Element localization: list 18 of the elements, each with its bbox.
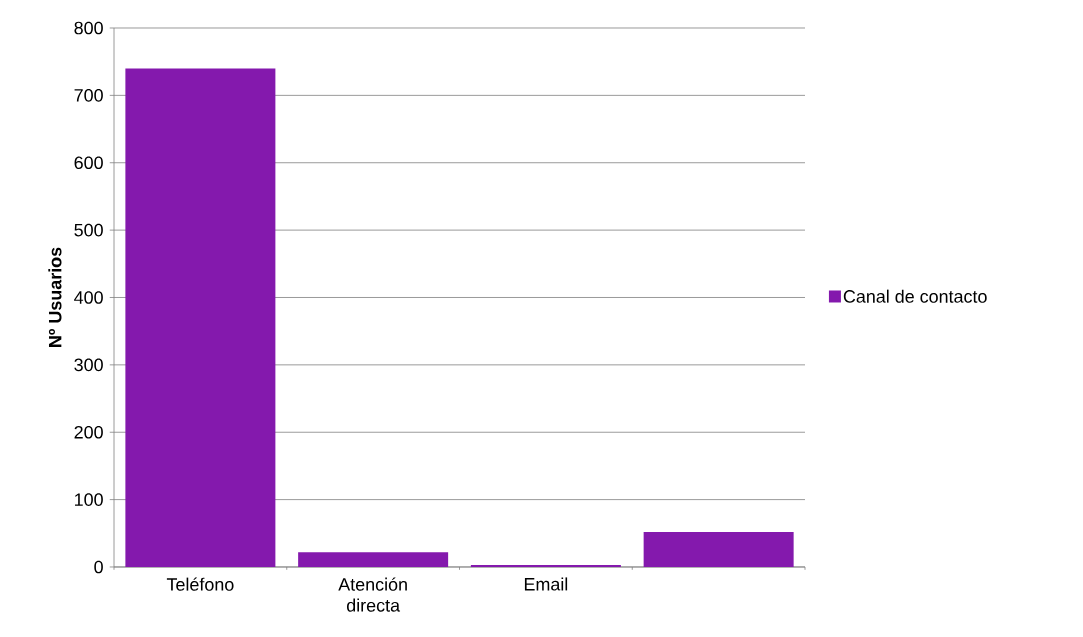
y-tick-label: 600	[74, 156, 103, 170]
x-tick-label: Atención directa	[338, 577, 407, 612]
bar	[298, 552, 449, 567]
y-axis-title: Nº Usuarios	[48, 247, 62, 347]
x-tick-label: Teléfono	[166, 577, 234, 591]
y-tick-label: 800	[74, 21, 103, 35]
y-tick-label: 100	[75, 493, 103, 506]
bar	[643, 531, 794, 567]
y-tick-label: 0	[94, 560, 103, 574]
y-tick-label: 700	[74, 89, 103, 102]
bar	[470, 564, 621, 567]
y-tick-label: 300	[74, 358, 103, 372]
y-tick-label: 200	[74, 425, 103, 439]
y-tick-label: 500	[74, 223, 103, 237]
bar	[125, 68, 276, 567]
legend-label: Canal de contacto	[843, 289, 987, 303]
x-tick-label: Email	[524, 577, 568, 591]
y-tick-label: 400	[74, 291, 103, 304]
